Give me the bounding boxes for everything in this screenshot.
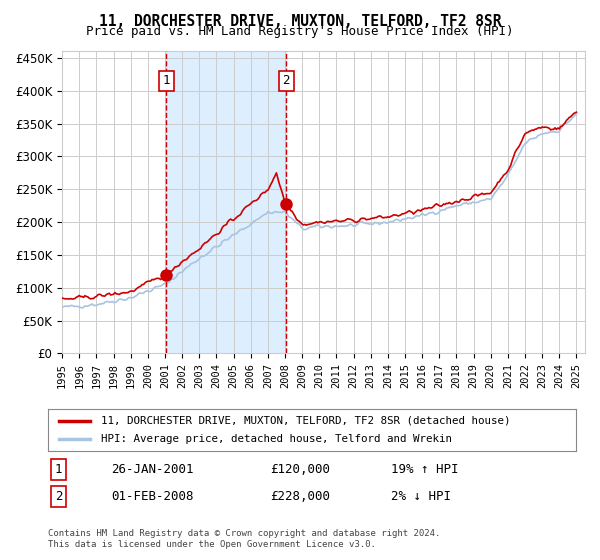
Text: 19% ↑ HPI: 19% ↑ HPI <box>391 463 459 476</box>
Text: Contains HM Land Registry data © Crown copyright and database right 2024.
This d: Contains HM Land Registry data © Crown c… <box>48 529 440 549</box>
Text: 11, DORCHESTER DRIVE, MUXTON, TELFORD, TF2 8SR: 11, DORCHESTER DRIVE, MUXTON, TELFORD, T… <box>99 14 501 29</box>
Text: 2: 2 <box>55 490 62 503</box>
Text: Price paid vs. HM Land Registry's House Price Index (HPI): Price paid vs. HM Land Registry's House … <box>86 25 514 38</box>
Text: 01-FEB-2008: 01-FEB-2008 <box>112 490 194 503</box>
Text: 2% ↓ HPI: 2% ↓ HPI <box>391 490 451 503</box>
Text: £120,000: £120,000 <box>270 463 330 476</box>
Text: 11, DORCHESTER DRIVE, MUXTON, TELFORD, TF2 8SR (detached house): 11, DORCHESTER DRIVE, MUXTON, TELFORD, T… <box>101 416 510 426</box>
Text: HPI: Average price, detached house, Telford and Wrekin: HPI: Average price, detached house, Telf… <box>101 434 452 444</box>
Text: £228,000: £228,000 <box>270 490 330 503</box>
Text: 1: 1 <box>55 463 62 476</box>
Text: 1: 1 <box>163 74 170 87</box>
Bar <box>166 52 286 353</box>
Text: 2: 2 <box>283 74 290 87</box>
Text: 26-JAN-2001: 26-JAN-2001 <box>112 463 194 476</box>
